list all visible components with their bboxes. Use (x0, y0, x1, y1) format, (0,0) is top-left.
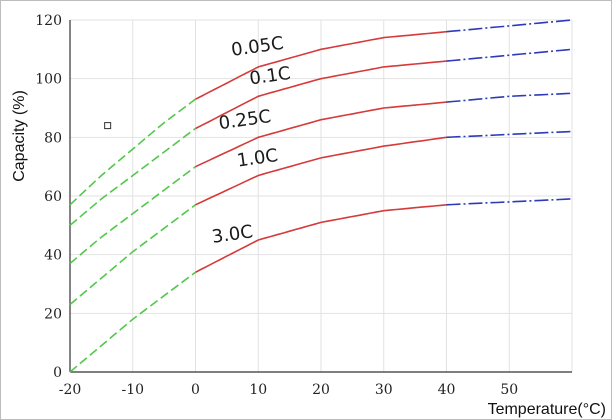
series-line-mid (195, 204, 447, 274)
series-line-warm (446, 19, 573, 33)
y-tick-label: 40 (44, 248, 62, 264)
y-axis-title: Capacity (%) (11, 90, 28, 182)
marker-square (104, 122, 112, 130)
x-tick-label: -20 (59, 382, 82, 398)
x-tick-label: -10 (121, 382, 144, 398)
x-tick-label: 0 (191, 382, 200, 398)
series-line-mid (195, 30, 447, 100)
series-line-mid (195, 101, 447, 168)
series-line-mid (195, 136, 447, 206)
y-tick-label: 0 (53, 365, 62, 381)
y-tick-label: 60 (44, 189, 62, 205)
y-tick-label: 20 (44, 306, 62, 322)
series-label: 0.1C (248, 63, 292, 90)
series-label: 0.05C (230, 33, 285, 61)
series-label: 1.0C (236, 145, 280, 172)
x-tick-label: 50 (500, 382, 518, 398)
series-label: 0.25C (217, 106, 272, 134)
y-tick-label: 120 (35, 13, 62, 29)
series-line-mid (195, 60, 447, 130)
series-line-cold (69, 271, 196, 373)
series-line-cold (69, 204, 196, 306)
x-tick-label: 30 (375, 382, 393, 398)
series-label: 3.0C (211, 221, 255, 248)
x-tick-label: 10 (249, 382, 267, 398)
x-tick-label: 20 (312, 382, 330, 398)
y-tick-label: 100 (35, 72, 62, 88)
series-line-cold (69, 166, 196, 265)
x-tick-label: 40 (438, 382, 456, 398)
series-line-cold (69, 98, 196, 206)
series-line-warm (446, 198, 573, 206)
series-line-warm (446, 48, 573, 62)
series-line-warm (446, 130, 573, 139)
x-axis-title: Temperature(°C) (488, 401, 606, 418)
y-tick-label: 80 (44, 130, 62, 146)
series-line-cold (69, 127, 196, 226)
